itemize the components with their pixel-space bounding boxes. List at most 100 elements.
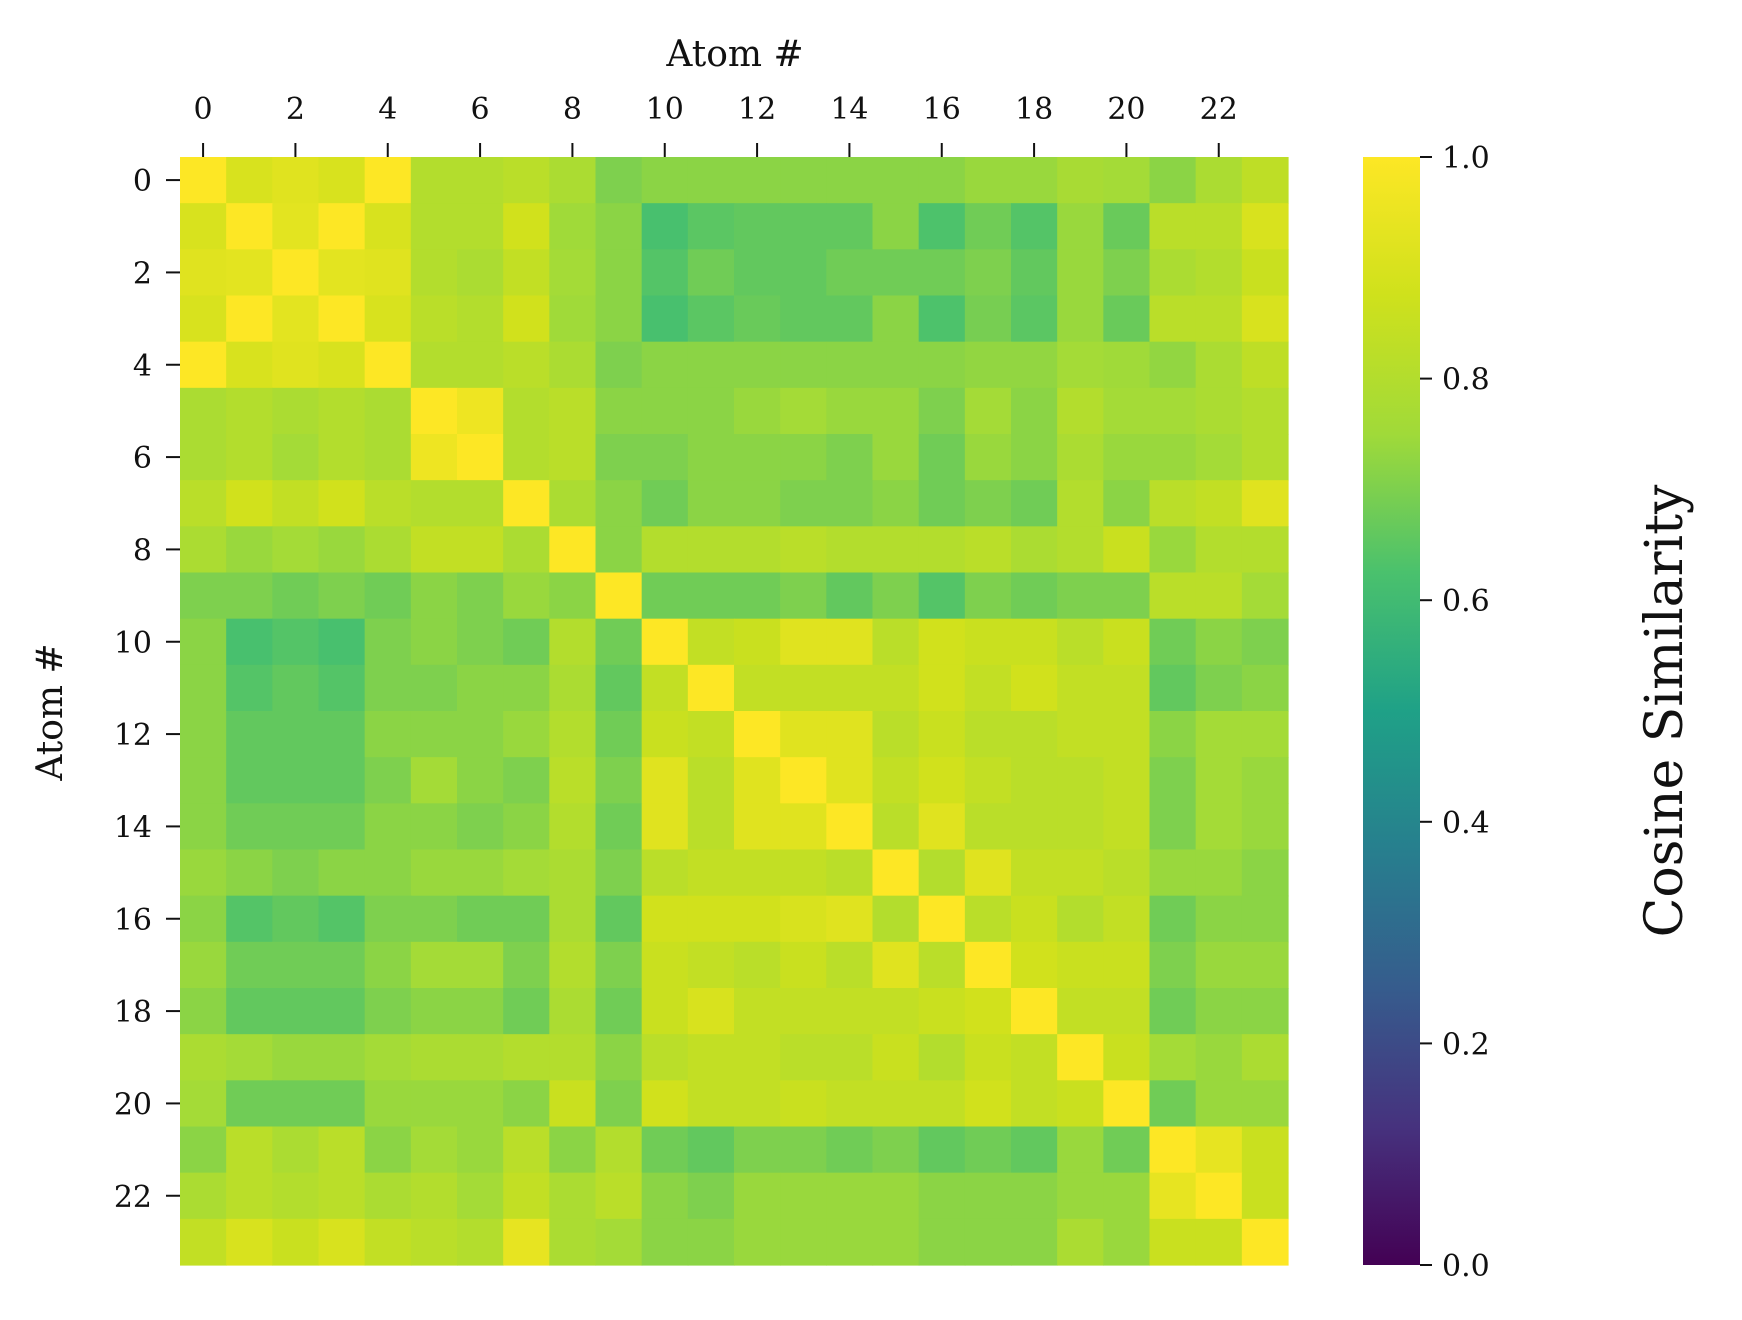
heatmap-cell	[1195, 757, 1243, 804]
heatmap-cell	[1057, 1080, 1104, 1128]
heatmap-cell	[180, 572, 227, 620]
heatmap-cell	[272, 1034, 320, 1081]
heatmap-cell	[595, 480, 643, 527]
heatmap-cell	[734, 618, 781, 666]
heatmap-cell	[1195, 1218, 1243, 1266]
heatmap-cell	[226, 1218, 273, 1266]
colorbar-axis: 0.0 0.2 0.4 0.6 0.8 1.0	[1420, 141, 1490, 1284]
colorbar-tick-label: 0.0	[1442, 1249, 1490, 1284]
heatmap-cell	[918, 434, 966, 481]
heatmap-cell	[1103, 803, 1151, 851]
heatmap-cell	[1195, 387, 1243, 435]
heatmap-cell	[595, 157, 643, 204]
heatmap-cell	[734, 295, 781, 343]
heatmap-cell	[364, 341, 412, 389]
heatmap-cell	[918, 849, 966, 897]
heatmap-cell	[872, 803, 920, 851]
heatmap-cell	[918, 1172, 966, 1220]
heatmap-cell	[826, 1172, 874, 1220]
y-tick-label: 6	[133, 441, 152, 476]
heatmap-cell	[826, 941, 874, 989]
heatmap-cell	[1149, 480, 1197, 527]
heatmap-cell	[318, 803, 366, 851]
heatmap-cell	[918, 295, 966, 343]
heatmap-cell	[595, 434, 643, 481]
y-tick-label: 10	[114, 626, 152, 661]
heatmap-cell	[1057, 849, 1104, 897]
heatmap-cell	[410, 1080, 458, 1128]
heatmap-cell	[226, 526, 273, 574]
heatmap-cell	[872, 387, 920, 435]
heatmap-cell	[1241, 895, 1289, 943]
heatmap-cell	[780, 341, 827, 389]
heatmap-cell	[1241, 849, 1289, 897]
heatmap-cell	[1057, 157, 1104, 204]
heatmap-cell	[687, 295, 735, 343]
heatmap-cell	[595, 295, 643, 343]
heatmap-cell	[1011, 895, 1058, 943]
heatmap-cell	[1149, 757, 1197, 804]
heatmap-cell	[457, 1218, 504, 1266]
heatmap-cell	[364, 757, 412, 804]
heatmap-cell	[364, 988, 412, 1035]
heatmap-cell	[410, 1034, 458, 1081]
heatmap-cell	[1057, 757, 1104, 804]
heatmap-cell	[226, 1172, 273, 1220]
heatmap-cell	[595, 711, 643, 758]
heatmap-cell	[1011, 1080, 1058, 1128]
heatmap-cell	[1057, 249, 1104, 297]
heatmap-cell	[780, 434, 827, 481]
heatmap-cell	[226, 849, 273, 897]
heatmap-cell	[918, 711, 966, 758]
heatmap-cell	[410, 849, 458, 897]
heatmap-cell	[595, 803, 643, 851]
heatmap-cell	[641, 1172, 689, 1220]
heatmap-cell	[318, 757, 366, 804]
heatmap-cell	[226, 434, 273, 481]
heatmap-cell	[918, 941, 966, 989]
heatmap-cell	[226, 249, 273, 297]
heatmap-cell	[780, 526, 827, 574]
heatmap-cell	[780, 803, 827, 851]
heatmap-cell	[734, 757, 781, 804]
heatmap-cell	[1103, 480, 1151, 527]
heatmap-cell	[734, 895, 781, 943]
heatmap-cell	[457, 157, 504, 204]
heatmap-cell	[734, 480, 781, 527]
heatmap-cell	[364, 1034, 412, 1081]
heatmap-cell	[734, 849, 781, 897]
heatmap-cell	[410, 664, 458, 712]
heatmap-cell	[1241, 480, 1289, 527]
heatmap-cell	[1011, 941, 1058, 989]
heatmap-cell	[503, 941, 550, 989]
heatmap-cell	[1241, 295, 1289, 343]
heatmap-cell	[872, 1126, 920, 1174]
heatmap-cell	[1103, 988, 1151, 1035]
heatmap-cell	[595, 1218, 643, 1266]
y-tick-label: 8	[133, 533, 152, 568]
heatmap-cell	[272, 1172, 320, 1220]
heatmap-cell	[318, 480, 366, 527]
heatmap-cell	[1103, 249, 1151, 297]
heatmap-cell	[641, 157, 689, 204]
heatmap-cell	[1195, 526, 1243, 574]
heatmap-cell	[872, 157, 920, 204]
heatmap-cell	[1195, 157, 1243, 204]
heatmap-cell	[1011, 526, 1058, 574]
heatmap-cell	[1241, 1126, 1289, 1174]
heatmap-cell	[872, 618, 920, 666]
heatmap-cell	[780, 1218, 827, 1266]
heatmap-cell	[180, 1218, 227, 1266]
heatmap-cell	[826, 711, 874, 758]
x-tick-label: 0	[194, 92, 213, 127]
heatmap-cell	[595, 618, 643, 666]
heatmap-cell	[503, 295, 550, 343]
heatmap-cell	[549, 757, 597, 804]
heatmap-cell	[595, 1034, 643, 1081]
x-tick-label: 10	[646, 92, 684, 127]
heatmap-cell	[364, 249, 412, 297]
heatmap-cell	[1103, 157, 1151, 204]
heatmap-cell	[410, 480, 458, 527]
heatmap-cell	[503, 895, 550, 943]
